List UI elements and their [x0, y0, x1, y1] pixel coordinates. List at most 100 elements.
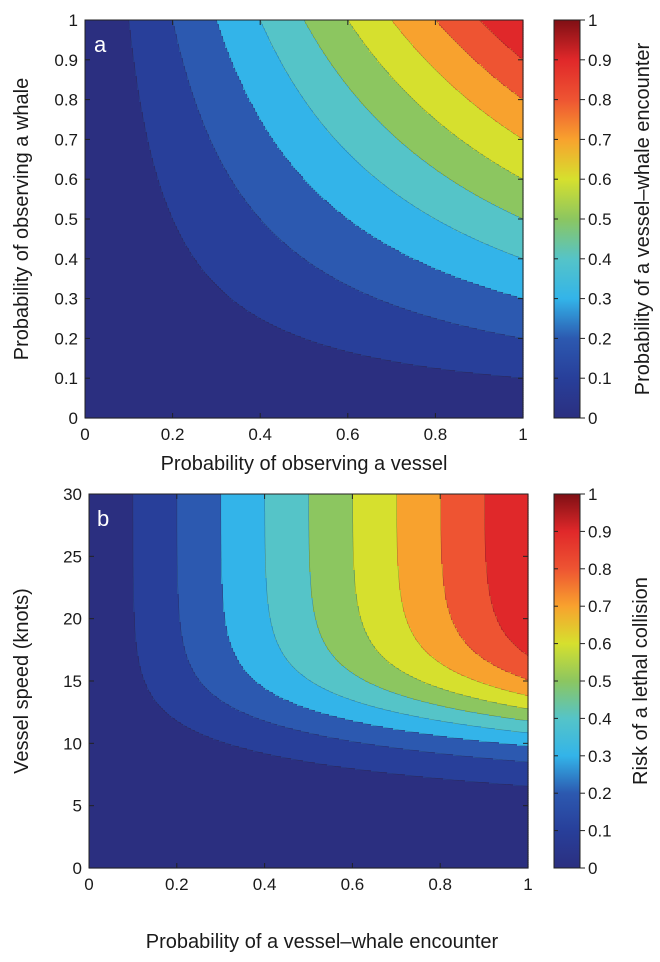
contour-band-cell — [459, 44, 506, 47]
contour-band-cell — [133, 514, 178, 517]
contour-band-cell — [341, 766, 529, 769]
contour-band-cell — [89, 802, 529, 805]
contour-band-cell — [397, 560, 442, 563]
contour-band-cell — [137, 82, 190, 85]
contour-band-cell — [129, 20, 174, 23]
contour-band-cell — [231, 298, 378, 301]
contour-band-cell — [315, 616, 362, 619]
contour-band-cell — [331, 204, 414, 207]
contour-band-cell — [85, 378, 524, 381]
contour-band-cell — [317, 42, 364, 45]
contour-band-cell — [89, 654, 138, 657]
contour-band-cell — [361, 228, 454, 231]
contour-band-cell — [277, 144, 342, 147]
contour-band-cell — [89, 734, 204, 737]
contour-band-cell — [441, 518, 486, 521]
contour-band-cell — [383, 688, 444, 691]
contour-band-cell — [375, 646, 422, 649]
contour-band-cell — [205, 126, 266, 129]
contour-band-cell — [399, 574, 444, 577]
contour-band-cell — [85, 322, 270, 325]
contour-band-cell — [285, 656, 336, 659]
contour-band-cell — [357, 596, 402, 599]
contour-band-cell — [215, 148, 280, 151]
contour-band-cell — [139, 664, 192, 667]
contour-band-cell — [515, 174, 524, 177]
contour-band-cell — [451, 614, 496, 617]
contour-band-cell — [353, 500, 398, 503]
contour-band-cell — [229, 638, 276, 641]
contour-band-cell — [437, 318, 524, 321]
contour-band-cell — [309, 508, 354, 511]
contour-band-cell — [511, 730, 529, 733]
contour-band-cell — [265, 564, 310, 567]
contour-band-cell — [377, 298, 524, 301]
contour-band-cell — [133, 552, 178, 555]
contour-band-cell — [243, 666, 294, 669]
contour-band-cell — [355, 572, 400, 575]
contour-band-cell — [177, 42, 226, 45]
contour-band-cell — [141, 102, 196, 105]
contour-band-cell — [487, 566, 529, 569]
contour-band-cell — [353, 568, 400, 571]
contour-band-cell — [309, 554, 354, 557]
contour-band-cell — [433, 166, 502, 169]
contour-band-cell — [485, 548, 529, 551]
contour-band-cell — [485, 286, 524, 289]
contour-band-cell — [489, 158, 524, 161]
contour-band-cell — [89, 788, 529, 791]
contour-band-cell — [201, 266, 316, 269]
contour-band-cell — [271, 722, 364, 725]
contour-band-cell — [461, 278, 524, 281]
contour-band-cell — [89, 866, 529, 869]
contour-band-cell — [517, 296, 524, 299]
contour-band-cell — [449, 690, 510, 693]
contour-band-cell — [471, 696, 529, 699]
contour-band-cell — [317, 40, 364, 43]
contour-band-cell — [389, 746, 529, 749]
contour-band-cell — [265, 496, 310, 499]
contour-band-cell — [329, 274, 452, 277]
contour-band-cell — [471, 678, 526, 681]
contour-band-cell — [473, 650, 522, 653]
contour-band-cell — [145, 682, 202, 685]
contour-band-cell — [387, 128, 448, 131]
contour-band-cell — [353, 496, 398, 499]
contour-band-cell — [89, 572, 134, 575]
contour-band-cell — [283, 698, 350, 701]
contour-band-cell — [131, 46, 180, 49]
contour-band-cell — [239, 192, 318, 195]
contour-band-cell — [89, 818, 529, 821]
contour-band-cell — [153, 698, 220, 701]
contour-band-cell — [85, 98, 140, 101]
contour-band-cell — [85, 72, 136, 75]
contour-band-cell — [265, 506, 310, 509]
contour-band-cell — [223, 586, 268, 589]
contour-band-cell — [179, 606, 224, 609]
contour-band-cell — [133, 500, 178, 503]
contour-band-cell — [385, 68, 436, 71]
contour-band-cell — [479, 740, 529, 743]
contour-band-cell — [263, 752, 436, 755]
contour-band-cell — [411, 96, 466, 99]
contour-band-cell — [183, 240, 282, 243]
contour-band-cell — [295, 84, 348, 87]
contour-band-cell — [293, 666, 346, 669]
contour-band-cell — [485, 530, 529, 533]
contour-band-cell — [217, 154, 284, 157]
contour-band-cell — [443, 584, 490, 587]
contour-band-cell — [89, 830, 529, 833]
contour-band-cell — [507, 636, 529, 639]
contour-band-cell — [239, 662, 290, 665]
contour-band-cell — [485, 558, 529, 561]
contour-band-cell — [309, 106, 366, 109]
contour-band-cell — [271, 754, 454, 757]
contour-band-cell — [449, 82, 502, 85]
contour-band-cell — [85, 406, 524, 409]
contour-band-cell — [423, 56, 472, 59]
contour-band-cell — [465, 642, 514, 645]
y-tick-label: 0.6 — [54, 170, 78, 189]
contour-band-cell — [179, 46, 226, 49]
contour-band-cell — [491, 596, 529, 599]
contour-band-cell — [89, 622, 136, 625]
